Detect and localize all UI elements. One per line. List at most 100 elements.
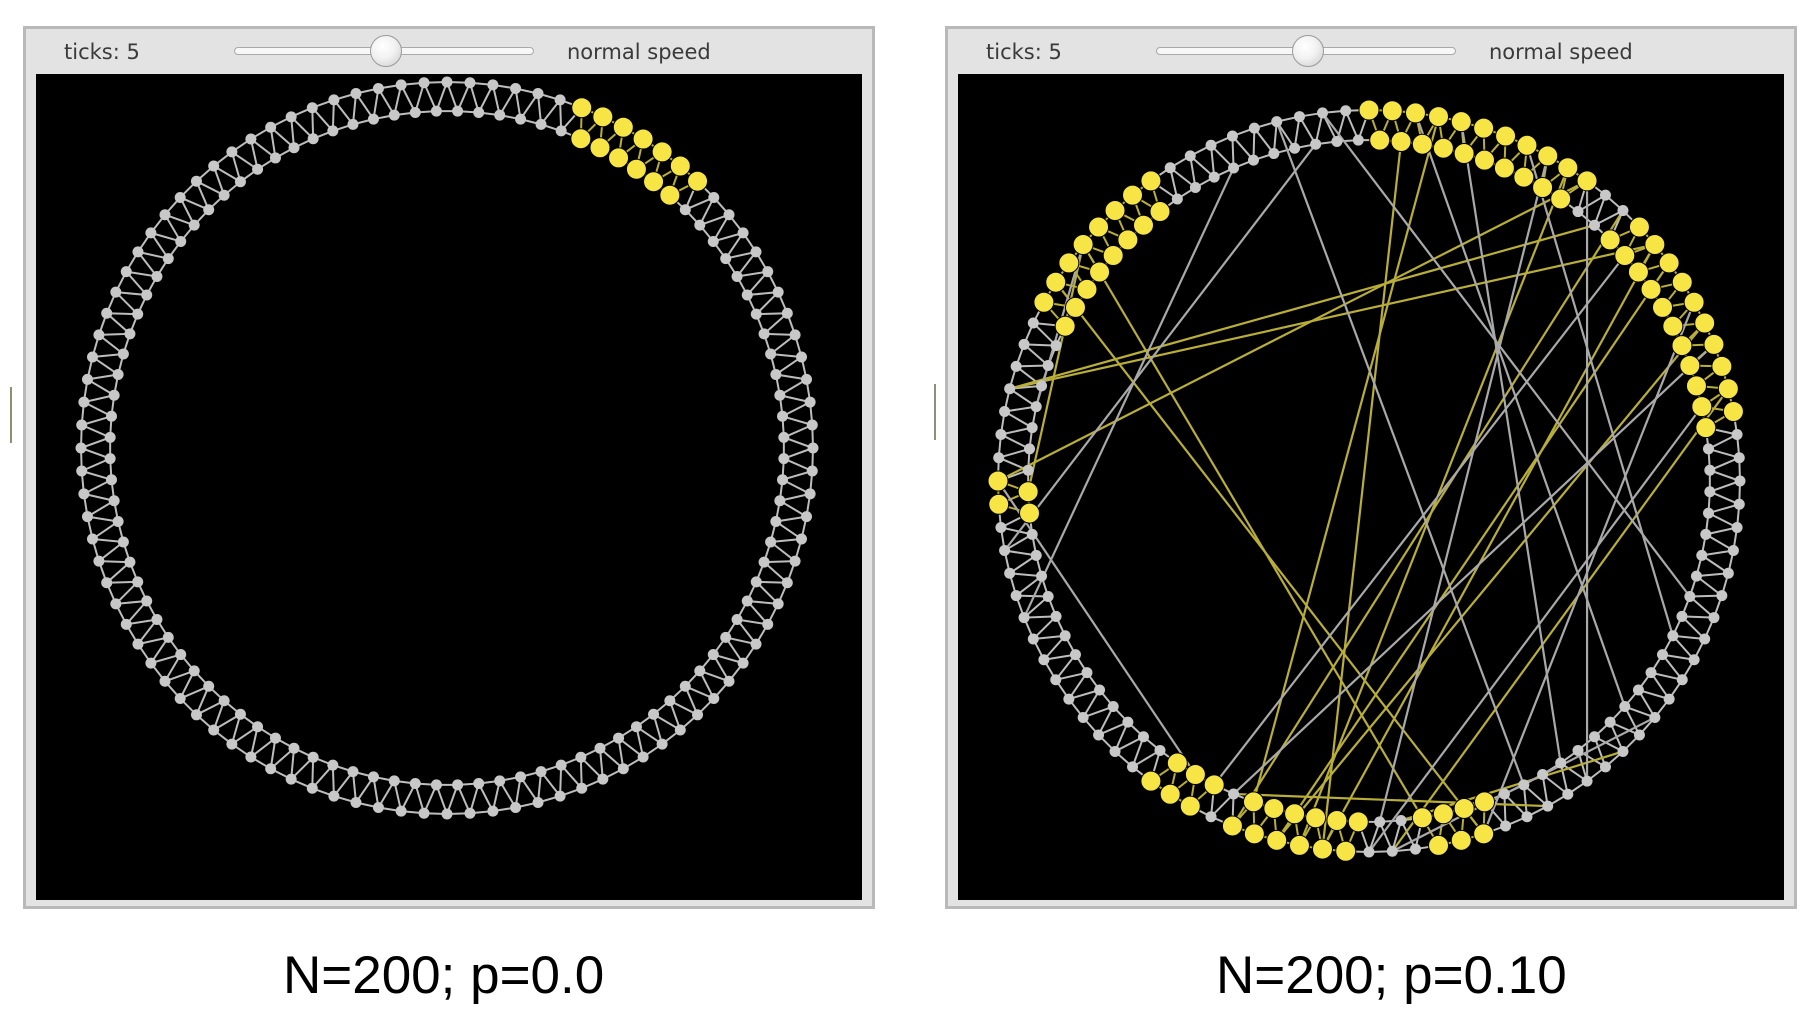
node (1228, 162, 1240, 174)
infected-node (1627, 261, 1649, 283)
node (145, 227, 157, 239)
infected-node (1335, 840, 1357, 862)
node (1109, 745, 1121, 757)
infected-node (1662, 315, 1684, 337)
shortcut-edge (1391, 388, 1730, 852)
node (452, 105, 464, 117)
infected-node (659, 184, 681, 206)
node (306, 102, 318, 114)
infected-node (1453, 143, 1475, 165)
node (1289, 142, 1301, 154)
node (1599, 761, 1611, 773)
speed-label: normal speed (1489, 40, 1633, 64)
infected-node (1243, 823, 1265, 845)
node (554, 790, 566, 802)
node (104, 431, 116, 443)
node (285, 111, 297, 123)
node (999, 545, 1011, 557)
infected-node (612, 116, 634, 138)
speed-slider-knob[interactable] (1292, 35, 1324, 67)
node (750, 638, 762, 650)
node (597, 773, 609, 785)
infected-node (1184, 764, 1206, 786)
node (1247, 154, 1259, 166)
node (132, 308, 144, 320)
shortcut-edge (1368, 405, 1703, 853)
node (265, 121, 277, 133)
infected-node (1683, 291, 1705, 313)
infected-node (1312, 838, 1334, 860)
node (1663, 693, 1675, 705)
node (762, 618, 774, 630)
node (1716, 590, 1728, 602)
node (648, 708, 660, 720)
infected-node (1671, 271, 1693, 293)
ticks-counter: ticks: 5 (986, 40, 1062, 64)
node (208, 160, 220, 172)
node (1026, 422, 1038, 434)
node (1122, 716, 1134, 728)
node (1127, 761, 1139, 773)
node (347, 118, 359, 130)
node (328, 790, 340, 802)
node (731, 270, 743, 282)
window-edge-mark (10, 387, 12, 443)
node (1094, 684, 1106, 696)
shortcut-edge (1003, 143, 1317, 552)
infected-node (1045, 271, 1067, 293)
infected-node (1474, 149, 1496, 171)
caption-right: N=200; p=0.10 (1216, 946, 1567, 1005)
infected-node (571, 97, 593, 119)
network-graph (987, 99, 1746, 862)
node (758, 556, 770, 568)
node (1004, 567, 1016, 579)
node (112, 516, 124, 528)
node (1063, 693, 1075, 705)
node (1702, 443, 1714, 455)
node (723, 209, 735, 221)
infected-node (1122, 184, 1144, 206)
infected-node (1537, 145, 1559, 167)
node (1030, 549, 1042, 561)
infected-node (1599, 229, 1621, 251)
node (441, 76, 453, 88)
node (117, 536, 129, 548)
node (108, 389, 120, 401)
node (707, 235, 719, 247)
node (1077, 711, 1089, 723)
node (1038, 654, 1050, 666)
window-edge-mark (934, 384, 936, 440)
node (750, 308, 762, 320)
node (510, 802, 522, 814)
infected-node (1203, 774, 1225, 796)
node (1589, 219, 1601, 231)
shortcut-edge (1054, 281, 1485, 835)
speed-slider-knob[interactable] (370, 35, 402, 67)
infected-node (1411, 133, 1433, 155)
node (770, 368, 782, 380)
world-view[interactable] (36, 74, 862, 900)
node (132, 576, 144, 588)
node (708, 693, 720, 705)
node (762, 266, 774, 278)
node (1409, 843, 1421, 855)
shortcut-edge (1460, 121, 1562, 764)
node (234, 708, 246, 720)
node (175, 235, 187, 247)
node (441, 808, 453, 820)
world-view[interactable] (958, 74, 1784, 900)
node (132, 246, 144, 258)
node (1676, 674, 1688, 686)
node (1555, 757, 1567, 769)
node (1733, 498, 1745, 510)
node (218, 189, 230, 201)
infected-node (1117, 229, 1139, 251)
node (81, 511, 93, 523)
infected-node (1305, 807, 1327, 829)
node (1205, 139, 1217, 151)
node (664, 695, 676, 707)
shortcut-edge (1231, 209, 1624, 827)
node (679, 204, 691, 216)
node (78, 396, 90, 408)
node (1374, 816, 1386, 828)
